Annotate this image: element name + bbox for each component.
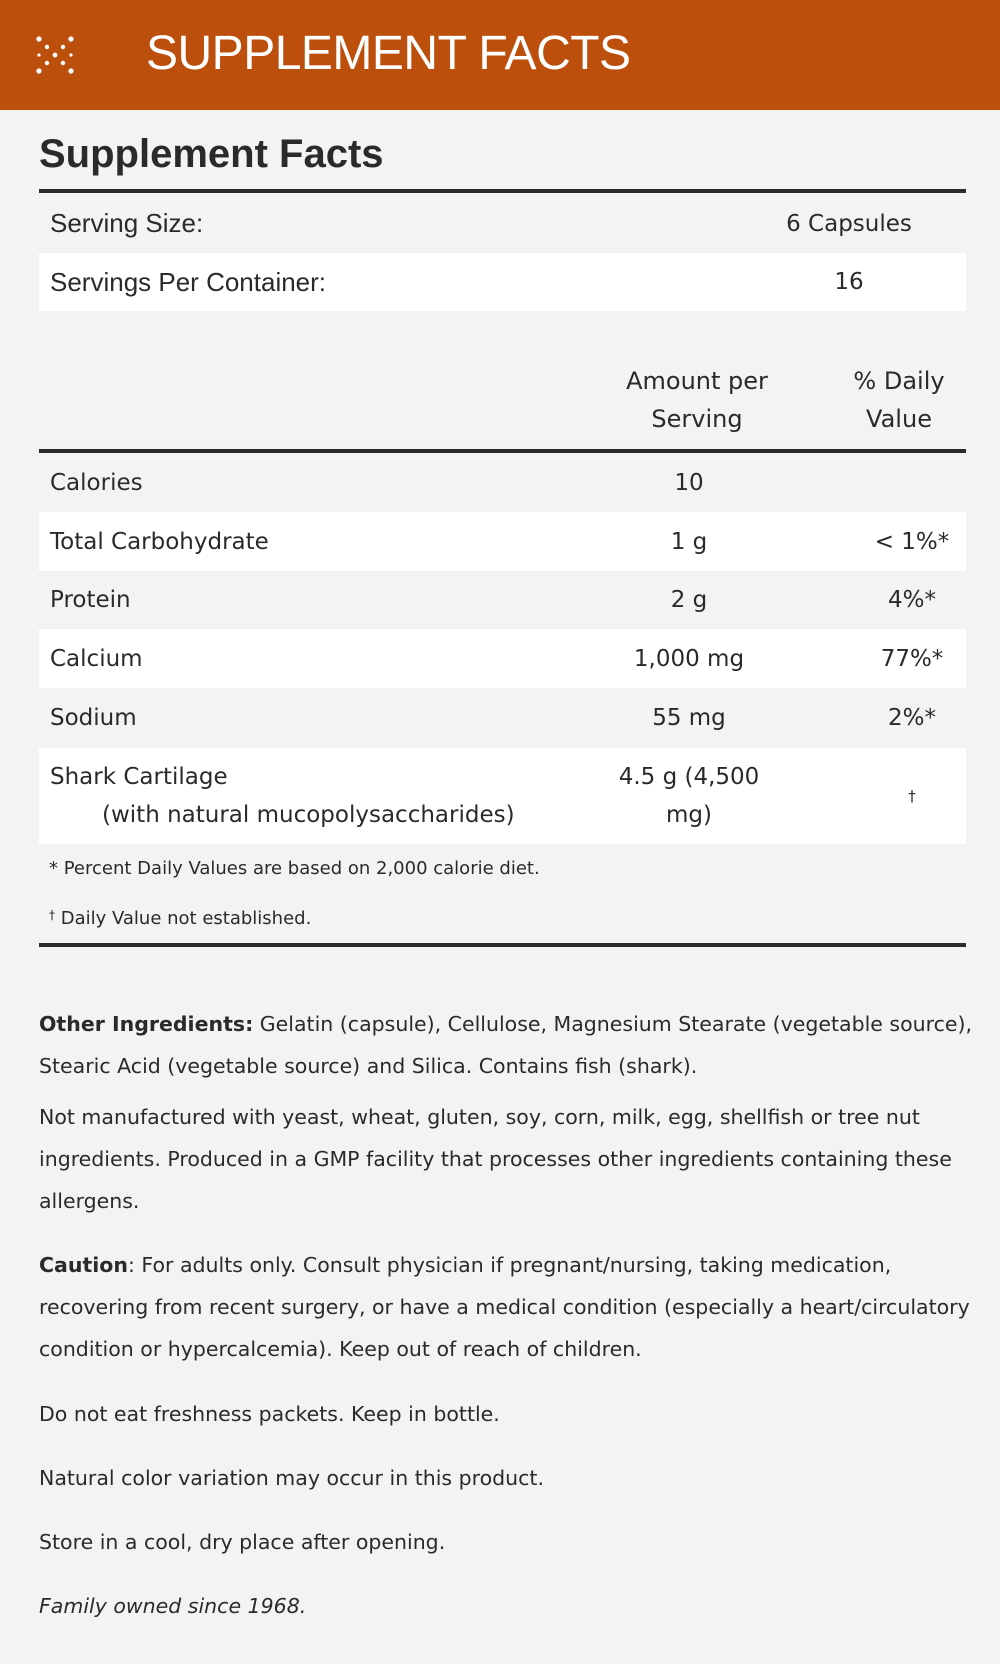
caution-statement: Caution: For adults only. Consult physic… (39, 1253, 970, 1361)
table-row: Sodium 55 mg 2%* (39, 688, 966, 748)
allergen-statement: Not manufactured with yeast, wheat, glut… (39, 1105, 952, 1213)
footnote-not-established: † Daily Value not established. (49, 908, 312, 929)
table-row: Shark Cartilage (with natural mucopolysac… (39, 748, 966, 844)
serving-size-value: 6 Capsules (786, 210, 912, 237)
nutrient-name: Calories (50, 469, 143, 496)
nutrient-dv: 77%* (880, 645, 944, 672)
amount-header: Amount per Serving (626, 367, 768, 433)
nutrient-amount: 1,000 mg (633, 645, 745, 672)
nutrient-amount: 1 g (670, 528, 708, 555)
divider (39, 449, 966, 453)
freshness-note: Do not eat freshness packets. Keep in bo… (39, 1402, 500, 1426)
table-row: Calories 10 (39, 453, 966, 512)
family-note: Family owned since 1968. (39, 1594, 307, 1618)
nutrient-dv: 2%* (888, 705, 936, 731)
divider (39, 943, 966, 947)
divider (39, 189, 966, 193)
table-row: Protein 2 g 4%* (39, 571, 966, 629)
servings-label: Servings Per Container: (50, 266, 327, 297)
nutrient-subtitle: (with natural mucopolysaccharides) (102, 802, 515, 828)
servings-row: Servings Per Container: 16 (39, 253, 966, 311)
storage-note: Store in a cool, dry place after opening… (39, 1530, 446, 1554)
serving-size-row: Serving Size: 6 Capsules (39, 194, 966, 253)
nutrient-dv: † (908, 787, 916, 805)
table-row: Calcium 1,000 mg 77%* (39, 629, 966, 688)
nutrient-dv: 4%* (888, 587, 936, 613)
nutrient-name: Protein (50, 587, 131, 613)
nutrient-amount: 10 (674, 469, 704, 496)
color-note: Natural color variation may occur in thi… (39, 1466, 544, 1490)
page-header: SUPPLEMENT FACTS (0, 0, 1000, 110)
dv-header: % Daily Value (853, 367, 945, 433)
nutrient-amount: 55 mg (652, 705, 726, 731)
header-title: SUPPLEMENT FACTS (146, 27, 631, 80)
table-row: Total Carbohydrate 1 g < 1%* (39, 512, 966, 571)
nutrient-name: Total Carbohydrate (50, 528, 269, 555)
nutrient-name: Shark Cartilage (50, 764, 228, 790)
nutrient-amount: 4.5 g (4,500 mg) (618, 764, 760, 828)
dotted-x-icon (36, 36, 74, 74)
nutrient-name: Sodium (50, 705, 137, 731)
facts-title: Supplement Facts (39, 132, 384, 176)
column-header-row: Amount per Serving % Daily Value (39, 360, 966, 440)
servings-value: 16 (834, 269, 864, 295)
footnote-dv: * Percent Daily Values are based on 2,00… (49, 858, 540, 879)
other-ingredients: Other Ingredients: Gelatin (capsule), Ce… (39, 1012, 973, 1078)
nutrient-name: Calcium (50, 645, 143, 672)
serving-size-label: Serving Size: (50, 208, 204, 238)
nutrient-dv: < 1%* (874, 528, 950, 555)
nutrient-amount: 2 g (670, 587, 708, 613)
